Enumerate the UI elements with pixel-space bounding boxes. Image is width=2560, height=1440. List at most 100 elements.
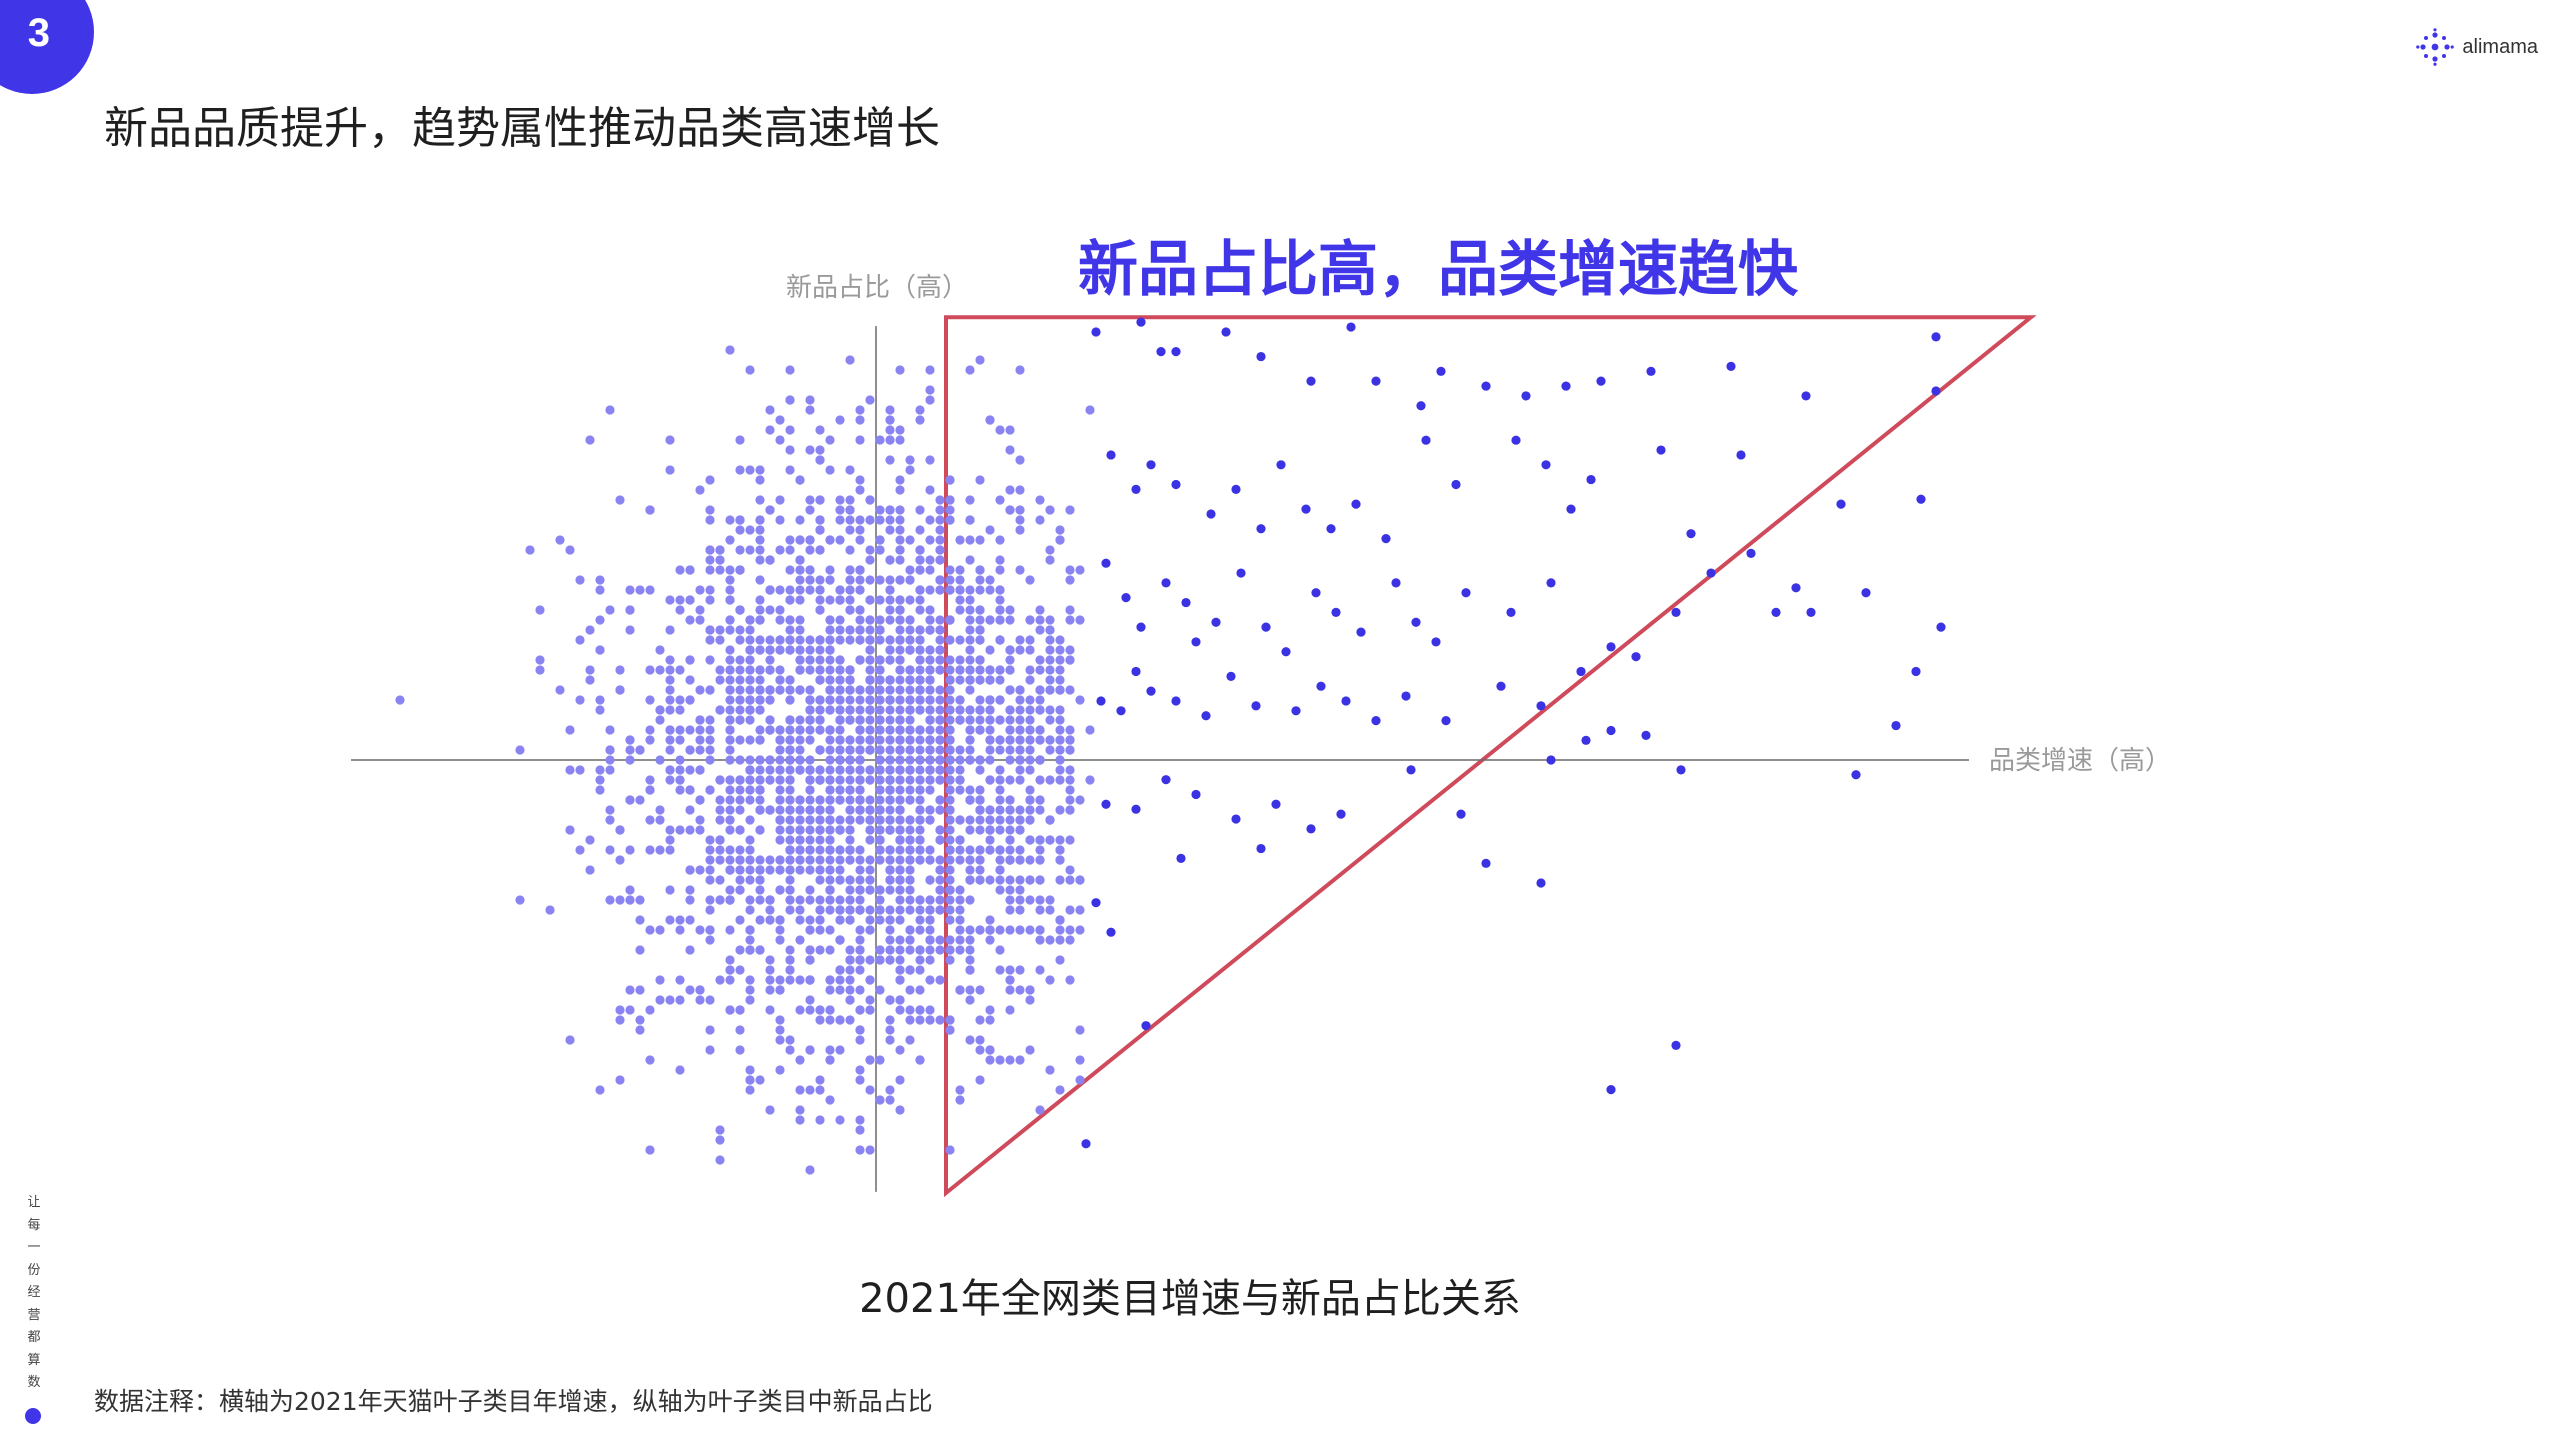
data-point [745,815,755,825]
data-point [695,925,705,935]
data-point [985,665,995,675]
data-point [915,545,925,555]
data-point [955,1085,965,1095]
data-point [895,755,905,765]
data-point [945,505,955,515]
data-point [785,545,795,555]
data-point [795,645,805,655]
data-point [1055,955,1065,965]
data-point [1025,615,1035,625]
data-point [1025,835,1035,845]
data-point [675,975,685,985]
data-point [1045,555,1055,565]
data-point [915,635,925,645]
data-point [875,855,885,865]
data-point [965,735,975,745]
data-point [1116,706,1126,716]
data-point [795,1055,805,1065]
data-point [805,445,815,455]
data-point [665,725,675,735]
data-point [965,875,975,885]
data-point [855,625,865,635]
data-point [925,585,935,595]
data-point [915,835,925,845]
data-point [795,805,805,815]
data-point [605,605,615,615]
data-point [1106,450,1116,460]
data-point [885,805,895,815]
data-point [825,875,835,885]
data-point [865,775,875,785]
data-point [815,795,825,805]
data-point [705,745,715,755]
data-point [875,825,885,835]
data-point [875,795,885,805]
data-point [605,405,615,415]
data-point [1015,525,1025,535]
data-point [845,635,855,645]
data-point [515,895,525,905]
data-point [1791,583,1801,593]
data-point [715,1155,725,1165]
data-point [915,695,925,705]
data-point [1005,725,1015,735]
data-point [895,435,905,445]
data-point [735,515,745,525]
data-point [835,735,845,745]
data-point [695,985,705,995]
data-point [815,495,825,505]
data-point [785,1045,795,1055]
data-point [775,885,785,895]
data-point [945,495,955,505]
data-point [685,595,695,605]
data-point [895,525,905,535]
data-point [775,865,785,875]
data-point [945,695,955,705]
data-point [815,545,825,555]
data-point [855,1125,865,1135]
data-point [1025,995,1035,1005]
data-point [965,585,975,595]
data-point [1005,825,1015,835]
data-point [705,925,715,935]
data-point [995,495,1005,505]
data-point [965,925,975,935]
data-point [595,765,605,775]
data-point [765,985,775,995]
data-point [685,615,695,625]
data-point [975,585,985,595]
data-point [975,625,985,635]
data-point [865,795,875,805]
data-point [785,885,795,895]
data-point [865,805,875,815]
data-point [885,735,895,745]
data-point [895,645,905,655]
data-point [815,655,825,665]
data-point [685,885,695,895]
data-point [815,425,825,435]
data-point [1406,765,1416,775]
data-point [845,715,855,725]
data-point [715,625,725,635]
data-point [905,595,915,605]
data-point [1055,655,1065,665]
page-number-badge: 3 [0,0,94,94]
data-point [1401,691,1411,701]
data-point [905,665,915,675]
logo-dot [2442,36,2447,40]
data-point [805,815,815,825]
data-point [675,605,685,615]
data-point [855,695,865,705]
data-point [1326,524,1336,534]
data-point [745,945,755,955]
data-point [755,675,765,685]
data-point [765,695,775,705]
data-point [795,815,805,825]
data-point [865,875,875,885]
data-point [705,505,715,515]
data-point [1025,785,1035,795]
data-point [915,755,925,765]
data-point [745,835,755,845]
data-point [1045,625,1055,635]
data-point [865,495,875,505]
